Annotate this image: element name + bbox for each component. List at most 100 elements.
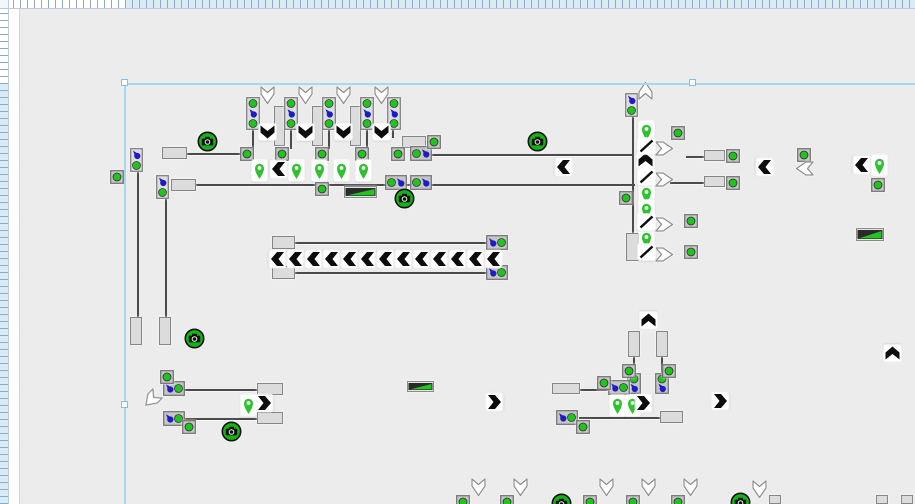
chevron-right-icon[interactable] [486, 393, 503, 411]
status-green-icon[interactable] [684, 214, 698, 228]
chevron-outline-down-icon[interactable] [682, 477, 699, 498]
location-pin-icon[interactable] [252, 160, 267, 181]
chevron-left-icon[interactable] [395, 250, 412, 268]
chevron-right-icon[interactable] [256, 394, 273, 412]
chevron-left-icon[interactable] [555, 158, 572, 176]
signal-horizontal-icon[interactable] [486, 265, 508, 280]
status-green-icon[interactable] [726, 149, 740, 163]
chevron-outline-right-icon[interactable] [654, 171, 675, 188]
status-green-icon[interactable] [619, 191, 633, 205]
chevron-left-icon[interactable] [341, 250, 358, 268]
conveyor-segment[interactable] [628, 331, 640, 357]
status-green-icon[interactable] [871, 178, 885, 192]
chevron-up-icon[interactable] [640, 312, 657, 328]
conveyor-line[interactable] [366, 129, 368, 149]
camera-icon[interactable] [184, 328, 205, 349]
conveyor-segment[interactable] [162, 147, 187, 159]
status-green-icon[interactable] [662, 364, 676, 378]
status-green-icon[interactable] [576, 420, 590, 434]
selection-handle[interactable] [121, 79, 128, 86]
chevron-left-icon[interactable] [413, 250, 430, 268]
conveyor-segment[interactable] [171, 179, 196, 191]
conveyor-segment[interactable] [272, 266, 295, 279]
chevron-left-icon[interactable] [467, 250, 484, 268]
ramp-gauge-icon[interactable] [856, 228, 884, 241]
signal-horizontal-icon[interactable] [410, 146, 432, 161]
chevron-outline-left-icon[interactable] [794, 160, 815, 177]
conveyor-line[interactable] [432, 154, 634, 156]
conveyor-segment[interactable] [876, 495, 888, 504]
selection-handle[interactable] [121, 401, 128, 408]
diverter-switch-icon[interactable] [638, 138, 655, 154]
location-pin-icon[interactable] [312, 160, 327, 181]
signal-horizontal-icon[interactable] [608, 380, 630, 395]
status-green-icon[interactable] [456, 495, 470, 504]
conveyor-line[interactable] [579, 389, 611, 391]
conveyor-segment[interactable] [552, 383, 580, 394]
location-pin-icon[interactable] [639, 121, 654, 142]
camera-icon[interactable] [394, 188, 415, 209]
camera-icon[interactable] [221, 421, 242, 442]
chevron-outline-down-icon[interactable] [598, 477, 615, 498]
diverter-switch-icon[interactable] [638, 214, 655, 230]
conveyor-segment[interactable] [769, 495, 781, 504]
status-green-icon[interactable] [684, 245, 698, 259]
conveyor-line[interactable] [632, 116, 634, 234]
chevron-left-icon[interactable] [431, 250, 448, 268]
chevron-outline-down-icon[interactable] [335, 85, 352, 106]
chevron-left-icon[interactable] [377, 250, 394, 268]
chevron-outline-down-icon[interactable] [470, 477, 487, 498]
conveyor-line[interactable] [290, 129, 292, 149]
signal-horizontal-icon[interactable] [163, 411, 185, 426]
status-green-icon[interactable] [355, 147, 369, 161]
conveyor-segment[interactable] [272, 236, 295, 249]
chevron-outline-downleft-icon[interactable] [138, 386, 165, 413]
status-green-icon[interactable] [597, 376, 611, 390]
ramp-gauge-icon[interactable] [407, 381, 434, 392]
camera-icon[interactable] [197, 131, 218, 152]
chevron-down-icon[interactable] [297, 124, 314, 140]
chevron-outline-down-icon[interactable] [640, 477, 657, 498]
status-green-icon[interactable] [622, 364, 636, 378]
status-green-icon[interactable] [500, 495, 514, 504]
location-pin-icon[interactable] [334, 160, 349, 181]
chevron-left-icon[interactable] [305, 250, 322, 268]
chevron-left-icon[interactable] [756, 158, 773, 176]
location-pin-icon[interactable] [610, 395, 625, 416]
signal-stack-2-icon[interactable] [655, 373, 669, 394]
conveyor-segment[interactable] [656, 331, 668, 357]
signal-stack-2-icon[interactable] [156, 175, 169, 199]
location-pin-icon[interactable] [356, 160, 371, 181]
chevron-outline-right-icon[interactable] [654, 246, 675, 263]
conveyor-line[interactable] [294, 242, 490, 244]
signal-horizontal-icon[interactable] [410, 175, 432, 190]
chevron-outline-down-icon[interactable] [751, 479, 768, 500]
status-green-icon[interactable] [671, 495, 685, 504]
conveyor-line[interactable] [579, 417, 663, 419]
conveyor-line[interactable] [294, 272, 490, 274]
conveyor-segment[interactable] [159, 317, 171, 345]
conveyor-segment[interactable] [704, 150, 725, 161]
conveyor-segment[interactable] [660, 411, 683, 423]
location-pin-icon[interactable] [241, 395, 256, 416]
signal-stack-3-icon[interactable] [284, 97, 298, 130]
status-green-icon[interactable] [583, 495, 597, 504]
status-green-icon[interactable] [275, 147, 289, 161]
conveyor-line[interactable] [137, 172, 139, 318]
conveyor-segment[interactable] [901, 495, 913, 504]
signal-stack-3-icon[interactable] [360, 97, 374, 130]
status-green-icon[interactable] [315, 182, 329, 196]
conveyor-line[interactable] [661, 356, 663, 376]
chevron-outline-up-icon[interactable] [637, 80, 654, 101]
status-green-icon[interactable] [427, 135, 441, 149]
ramp-gauge-icon[interactable] [344, 186, 377, 198]
camera-icon[interactable] [551, 493, 572, 504]
chevron-left-icon[interactable] [485, 250, 502, 268]
diverter-switch-icon[interactable] [638, 169, 655, 185]
chevron-left-icon[interactable] [359, 250, 376, 268]
selection-handle[interactable] [689, 79, 696, 86]
conveyor-line[interactable] [252, 129, 254, 154]
chevron-left-icon[interactable] [270, 160, 287, 178]
conveyor-segment[interactable] [130, 317, 142, 345]
conveyor-line[interactable] [328, 129, 330, 149]
